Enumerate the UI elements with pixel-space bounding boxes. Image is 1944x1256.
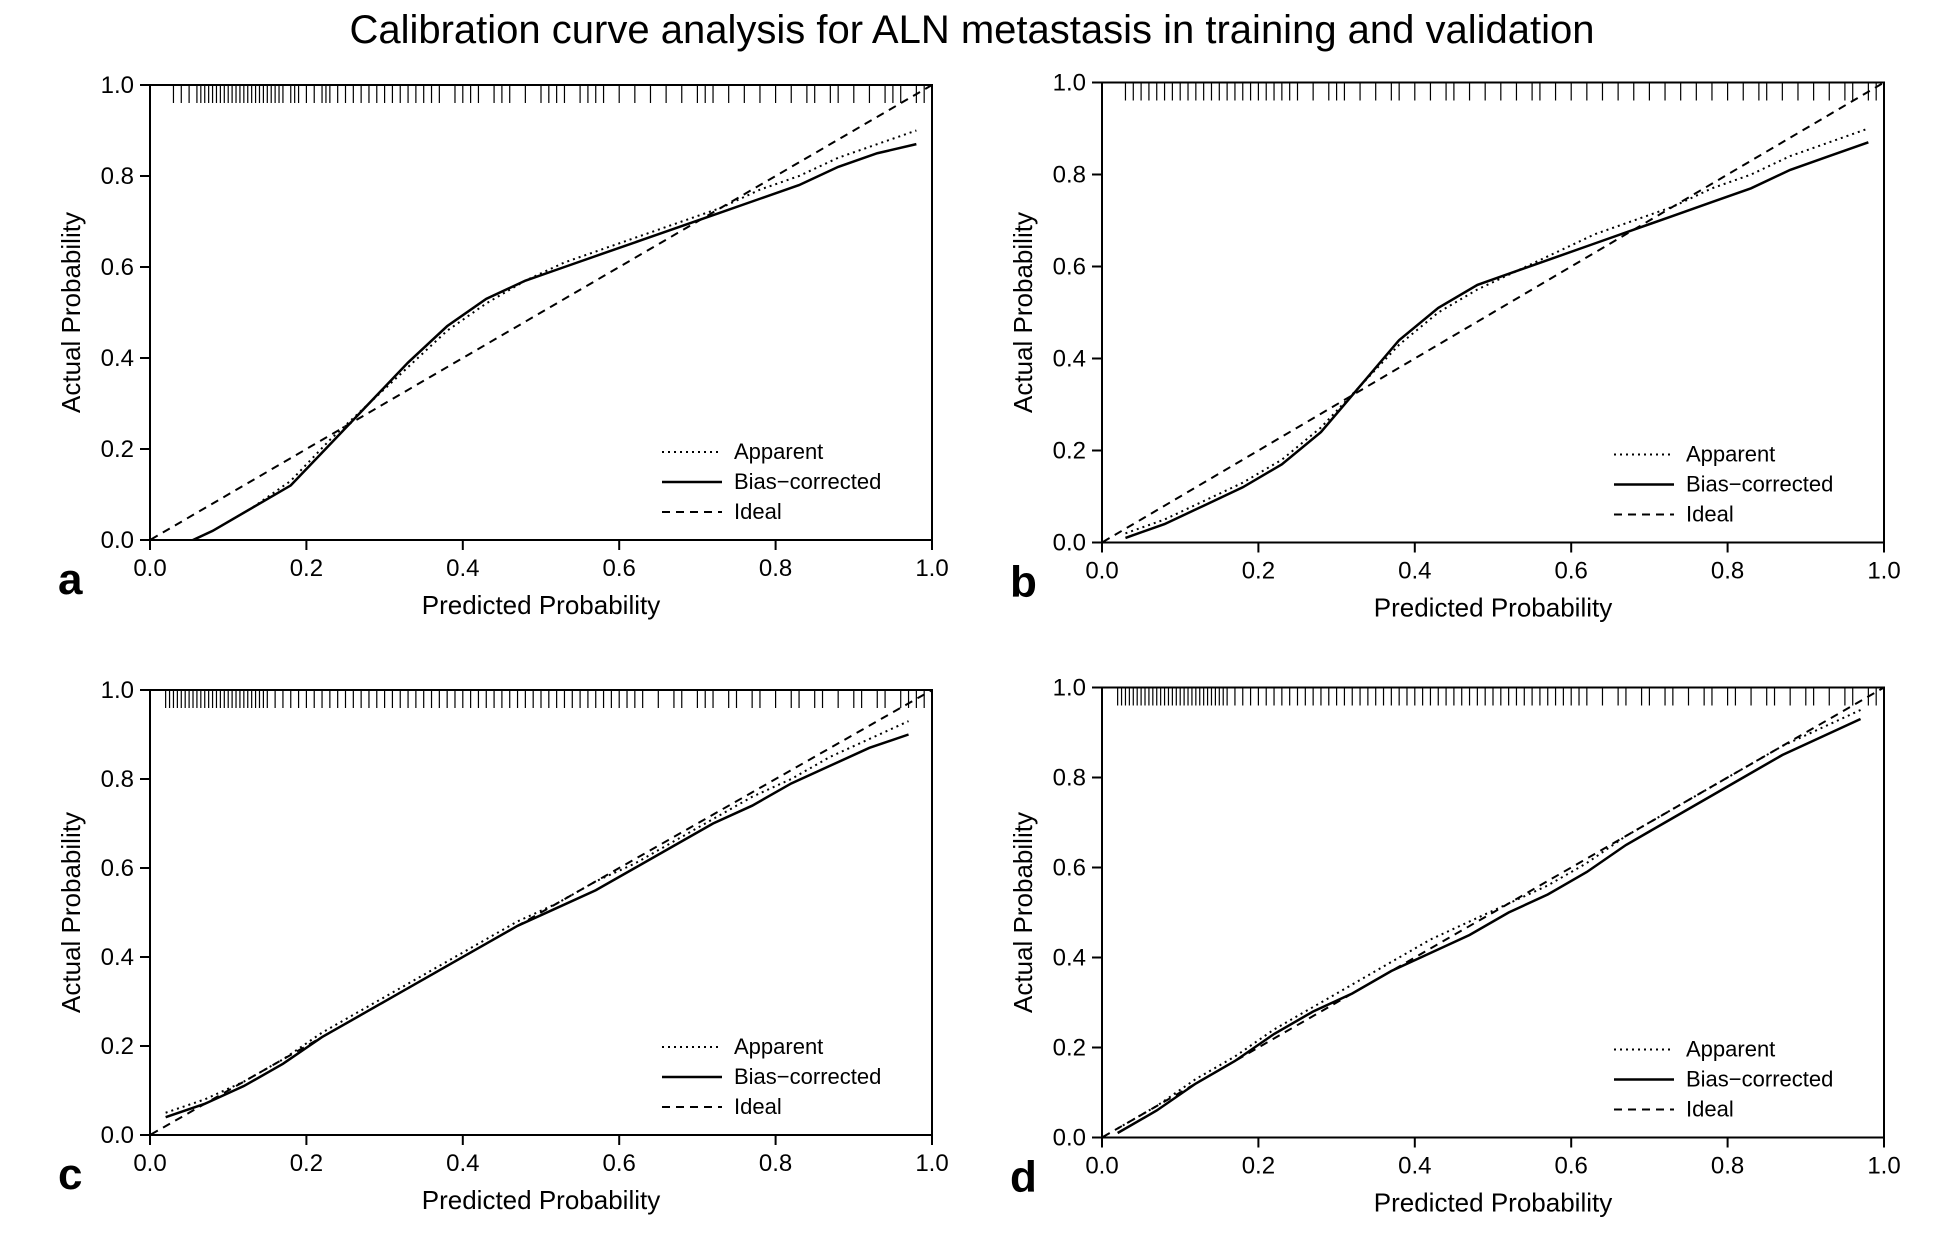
svg-text:0.2: 0.2	[1242, 558, 1275, 585]
svg-text:1.0: 1.0	[101, 72, 134, 99]
svg-text:1.0: 1.0	[1867, 558, 1900, 585]
legend-item: Bias−corrected	[734, 469, 881, 494]
svg-text:0.6: 0.6	[1555, 1153, 1588, 1180]
bias-corrected-line	[166, 735, 909, 1118]
legend-item: Apparent	[734, 1034, 823, 1059]
svg-text:0.2: 0.2	[101, 1033, 134, 1060]
svg-text:0.8: 0.8	[1053, 765, 1086, 792]
svg-text:0.6: 0.6	[1053, 254, 1086, 281]
legend-item: Ideal	[734, 1094, 782, 1119]
svg-text:0.4: 0.4	[101, 345, 134, 372]
svg-text:1.0: 1.0	[1867, 1153, 1900, 1180]
calibration-chart: 0.0 0.2 0.4 0.6 0.8 1.0 0.0 0.2 0.4 0.6 0.8 1.0 Pred…	[40, 60, 952, 655]
calibration-chart: 0.0 0.2 0.4 0.6 0.8 1.0 0.0 0.2 0.4 0.6 0.8 1.0 Pred…	[992, 60, 1904, 655]
svg-text:0.0: 0.0	[1085, 558, 1118, 585]
calibration-figure: Calibration curve analysis for ALN metas…	[0, 0, 1944, 1256]
svg-text:0.0: 0.0	[1053, 530, 1086, 557]
panel-c: 0.0 0.2 0.4 0.6 0.8 1.0 0.0 0.2 0.4 0.6 0.8 1.0 Pred…	[40, 665, 952, 1250]
svg-text:1.0: 1.0	[1053, 70, 1086, 97]
svg-text:0.0: 0.0	[1053, 1125, 1086, 1152]
y-axis-label: Actual Probability	[1008, 812, 1038, 1013]
svg-text:0.2: 0.2	[290, 1150, 323, 1177]
svg-text:0.8: 0.8	[1711, 1153, 1744, 1180]
legend-item: Bias−corrected	[1686, 1067, 1833, 1092]
panel-a: 0.0 0.2 0.4 0.6 0.8 1.0 0.0 0.2 0.4 0.6 0.8 1.0 Pred…	[40, 60, 952, 655]
svg-text:0.0: 0.0	[1085, 1153, 1118, 1180]
svg-text:0.4: 0.4	[446, 1150, 479, 1177]
svg-text:0.0: 0.0	[101, 527, 134, 554]
panel-b: 0.0 0.2 0.4 0.6 0.8 1.0 0.0 0.2 0.4 0.6 0.8 1.0 Pred…	[992, 60, 1904, 655]
svg-text:0.8: 0.8	[101, 766, 134, 793]
y-axis-label: Actual Probability	[1008, 212, 1038, 413]
calibration-chart: 0.0 0.2 0.4 0.6 0.8 1.0 0.0 0.2 0.4 0.6 0.8 1.0 Pred…	[992, 665, 1904, 1250]
legend-item: Ideal	[1686, 1097, 1734, 1122]
svg-text:0.2: 0.2	[1053, 438, 1086, 465]
x-axis-label: Predicted Probability	[422, 590, 660, 620]
svg-text:0.8: 0.8	[1053, 162, 1086, 189]
legend-item: Apparent	[1686, 1037, 1775, 1062]
y-axis-label: Actual Probability	[56, 212, 86, 413]
legend-item: Apparent	[1686, 442, 1775, 467]
svg-text:0.8: 0.8	[1711, 558, 1744, 585]
legend-item: Bias−corrected	[734, 1064, 881, 1089]
svg-text:0.2: 0.2	[101, 436, 134, 463]
legend-item: Apparent	[734, 439, 823, 464]
svg-text:1.0: 1.0	[101, 677, 134, 704]
x-axis-label: Predicted Probability	[1374, 593, 1612, 623]
legend-item: Bias−corrected	[1686, 472, 1833, 497]
svg-text:0.4: 0.4	[1053, 945, 1086, 972]
svg-text:0.6: 0.6	[603, 1150, 636, 1177]
svg-text:0.6: 0.6	[101, 254, 134, 281]
calibration-chart: 0.0 0.2 0.4 0.6 0.8 1.0 0.0 0.2 0.4 0.6 0.8 1.0 Pred…	[40, 665, 952, 1250]
svg-text:0.0: 0.0	[133, 1150, 166, 1177]
svg-text:0.8: 0.8	[759, 1150, 792, 1177]
svg-text:0.2: 0.2	[1053, 1035, 1086, 1062]
svg-text:0.2: 0.2	[1242, 1153, 1275, 1180]
svg-text:0.4: 0.4	[101, 944, 134, 971]
svg-text:0.8: 0.8	[759, 555, 792, 582]
panel-d: 0.0 0.2 0.4 0.6 0.8 1.0 0.0 0.2 0.4 0.6 0.8 1.0 Pred…	[992, 665, 1904, 1250]
svg-text:0.0: 0.0	[133, 555, 166, 582]
legend-item: Ideal	[1686, 502, 1734, 527]
svg-text:0.4: 0.4	[1398, 558, 1431, 585]
svg-text:0.6: 0.6	[1555, 558, 1588, 585]
legend-item: Ideal	[734, 499, 782, 524]
svg-text:1.0: 1.0	[1053, 675, 1086, 702]
figure-title: Calibration curve analysis for ALN metas…	[0, 8, 1944, 53]
panel-letter: a	[58, 555, 83, 604]
svg-text:0.2: 0.2	[290, 555, 323, 582]
panel-letter: d	[1010, 1153, 1037, 1202]
svg-text:0.6: 0.6	[1053, 855, 1086, 882]
svg-text:0.4: 0.4	[1053, 346, 1086, 373]
panel-letter: c	[58, 1150, 82, 1199]
svg-text:1.0: 1.0	[915, 555, 948, 582]
svg-text:0.4: 0.4	[446, 555, 479, 582]
svg-text:0.8: 0.8	[101, 163, 134, 190]
x-axis-label: Predicted Probability	[422, 1185, 660, 1215]
svg-text:0.6: 0.6	[603, 555, 636, 582]
y-axis-label: Actual Probability	[56, 812, 86, 1013]
panel-grid: 0.0 0.2 0.4 0.6 0.8 1.0 0.0 0.2 0.4 0.6 0.8 1.0 Pred…	[40, 60, 1904, 1240]
panel-letter: b	[1010, 558, 1037, 607]
x-axis-label: Predicted Probability	[1374, 1188, 1612, 1218]
svg-text:0.0: 0.0	[101, 1122, 134, 1149]
svg-text:0.4: 0.4	[1398, 1153, 1431, 1180]
svg-text:0.6: 0.6	[101, 855, 134, 882]
svg-text:1.0: 1.0	[915, 1150, 948, 1177]
